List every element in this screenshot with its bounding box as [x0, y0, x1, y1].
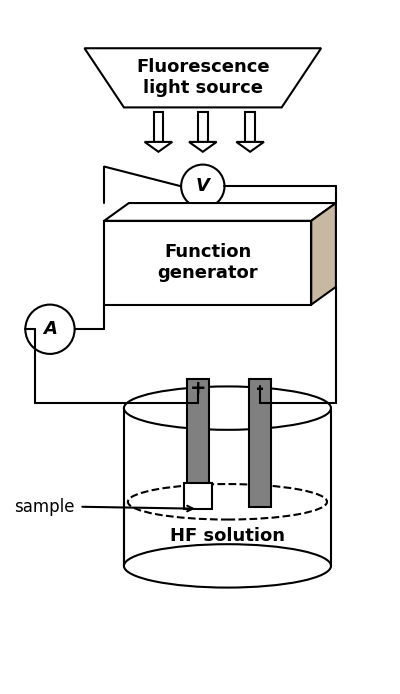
Text: Function
generator: Function generator [158, 244, 258, 282]
Text: +: + [190, 379, 206, 398]
Text: Fluorescence
light source: Fluorescence light source [136, 58, 270, 97]
Bar [184, 483, 212, 509]
Text: A: A [43, 320, 57, 338]
Circle shape [181, 164, 224, 208]
Polygon shape [245, 112, 255, 142]
Polygon shape [104, 203, 336, 221]
Polygon shape [198, 112, 208, 142]
Text: V: V [196, 177, 210, 195]
Text: -: - [256, 379, 264, 398]
Polygon shape [145, 142, 172, 152]
Polygon shape [189, 142, 217, 152]
Bar [187, 378, 209, 507]
Polygon shape [84, 49, 321, 108]
Ellipse shape [128, 484, 327, 520]
Text: sample: sample [14, 498, 75, 516]
Polygon shape [311, 203, 336, 305]
Ellipse shape [124, 387, 331, 430]
Text: HF solution: HF solution [170, 527, 285, 545]
Polygon shape [236, 142, 264, 152]
Circle shape [25, 305, 75, 354]
Ellipse shape [124, 544, 331, 588]
FancyBboxPatch shape [104, 221, 311, 305]
Bar [249, 378, 271, 507]
Polygon shape [154, 112, 163, 142]
